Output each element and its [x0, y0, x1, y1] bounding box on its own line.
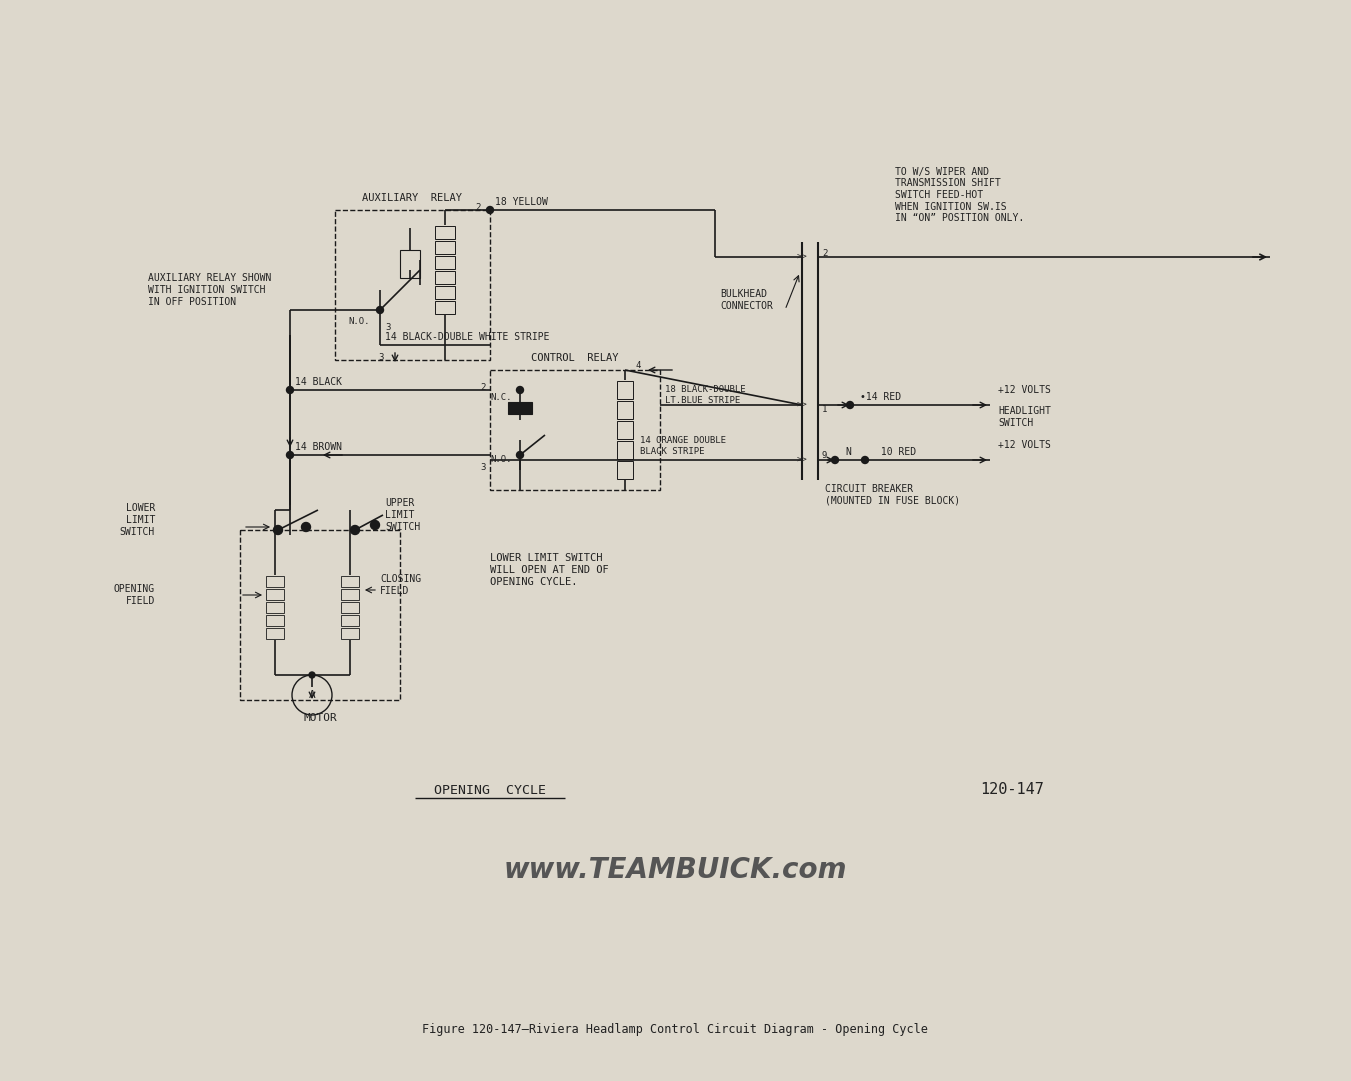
Circle shape — [831, 456, 839, 464]
Bar — [266, 602, 284, 613]
Bar — [340, 628, 359, 639]
Circle shape — [516, 452, 523, 458]
Circle shape — [486, 206, 493, 214]
Bar — [340, 615, 359, 626]
Text: 10 RED: 10 RED — [875, 448, 916, 457]
Text: 4: 4 — [635, 360, 640, 370]
Text: 120-147: 120-147 — [979, 783, 1044, 798]
Text: 18 BLACK-DOUBLE
LT.BLUE STRIPE: 18 BLACK-DOUBLE LT.BLUE STRIPE — [665, 385, 746, 404]
Text: A: A — [308, 690, 315, 700]
Bar — [435, 286, 455, 299]
Text: OPENING  CYCLE: OPENING CYCLE — [434, 784, 546, 797]
Bar — [435, 226, 455, 239]
Text: 2: 2 — [480, 383, 485, 391]
Bar — [435, 301, 455, 313]
Text: www.TEAMBUICK.com: www.TEAMBUICK.com — [504, 856, 847, 884]
Circle shape — [377, 307, 384, 313]
Bar — [617, 461, 634, 479]
Text: 14 BLACK: 14 BLACK — [295, 377, 342, 387]
Bar — [340, 576, 359, 587]
Text: CIRCUIT BREAKER
(MOUNTED IN FUSE BLOCK): CIRCUIT BREAKER (MOUNTED IN FUSE BLOCK) — [825, 484, 961, 506]
Text: +12 VOLTS: +12 VOLTS — [998, 440, 1051, 450]
Text: •14 RED: •14 RED — [861, 392, 901, 402]
Bar — [240, 530, 400, 700]
Text: 14 BROWN: 14 BROWN — [295, 442, 342, 452]
Bar — [266, 615, 284, 626]
Bar — [435, 241, 455, 254]
Circle shape — [273, 525, 282, 534]
Bar — [490, 370, 661, 490]
Text: >>: >> — [797, 455, 808, 465]
Bar — [435, 271, 455, 284]
Text: 14 ORANGE DOUBLE
BLACK STRIPE: 14 ORANGE DOUBLE BLACK STRIPE — [640, 437, 725, 456]
Text: HEADLIGHT
SWITCH: HEADLIGHT SWITCH — [998, 406, 1051, 428]
Bar — [340, 589, 359, 600]
Bar — [340, 602, 359, 613]
Text: AUXILIARY RELAY SHOWN
WITH IGNITION SWITCH
IN OFF POSITION: AUXILIARY RELAY SHOWN WITH IGNITION SWIT… — [149, 273, 272, 307]
Circle shape — [847, 401, 854, 409]
Text: N: N — [844, 448, 851, 457]
Bar — [335, 210, 490, 360]
Text: 2: 2 — [821, 249, 827, 257]
Bar — [266, 628, 284, 639]
Text: AUXILIARY  RELAY: AUXILIARY RELAY — [362, 193, 462, 203]
Text: LOWER
LIMIT
SWITCH: LOWER LIMIT SWITCH — [120, 504, 155, 536]
Text: N.C.: N.C. — [490, 393, 512, 402]
Circle shape — [516, 387, 523, 393]
Text: 3: 3 — [378, 352, 384, 361]
Text: +12 VOLTS: +12 VOLTS — [998, 385, 1051, 395]
Bar — [400, 250, 420, 278]
Circle shape — [370, 520, 380, 530]
Bar — [617, 401, 634, 419]
Circle shape — [286, 387, 293, 393]
Text: 14 BLACK-DOUBLE WHITE STRIPE: 14 BLACK-DOUBLE WHITE STRIPE — [385, 332, 550, 342]
Text: 3: 3 — [480, 463, 485, 471]
Text: TO W/S WIPER AND
TRANSMISSION SHIFT
SWITCH FEED-HOT
WHEN IGNITION SW.IS
IN “ON” : TO W/S WIPER AND TRANSMISSION SHIFT SWIT… — [894, 166, 1024, 223]
Text: CLOSING
FIELD: CLOSING FIELD — [380, 574, 422, 596]
Text: Figure 120-147—Riviera Headlamp Control Circuit Diagram - Opening Cycle: Figure 120-147—Riviera Headlamp Control … — [422, 1024, 928, 1037]
Text: 3: 3 — [385, 323, 390, 333]
Circle shape — [301, 522, 311, 532]
Bar — [617, 441, 634, 459]
Text: N.O.: N.O. — [349, 318, 370, 326]
Text: N.O.: N.O. — [490, 455, 512, 465]
Bar — [435, 256, 455, 269]
Text: LOWER LIMIT SWITCH
WILL OPEN AT END OF
OPENING CYCLE.: LOWER LIMIT SWITCH WILL OPEN AT END OF O… — [490, 553, 609, 587]
Bar — [266, 576, 284, 587]
Text: BULKHEAD
CONNECTOR: BULKHEAD CONNECTOR — [720, 290, 773, 311]
Text: UPPER
LIMIT
SWITCH: UPPER LIMIT SWITCH — [385, 498, 420, 532]
Text: >>: >> — [797, 400, 808, 410]
Text: MOTOR: MOTOR — [303, 713, 336, 723]
Text: >>: >> — [797, 253, 808, 262]
Text: 2: 2 — [476, 202, 481, 212]
Circle shape — [286, 452, 293, 458]
Bar — [617, 381, 634, 399]
Circle shape — [309, 672, 315, 678]
Circle shape — [350, 525, 359, 534]
Text: 18 YELLOW: 18 YELLOW — [494, 197, 549, 206]
Circle shape — [862, 456, 869, 464]
Bar — [266, 589, 284, 600]
Bar — [508, 402, 532, 414]
Text: 1: 1 — [821, 404, 827, 414]
Text: OPENING
FIELD: OPENING FIELD — [113, 584, 155, 605]
Text: CONTROL  RELAY: CONTROL RELAY — [531, 353, 619, 363]
Bar — [617, 421, 634, 439]
Text: 9: 9 — [821, 452, 827, 461]
